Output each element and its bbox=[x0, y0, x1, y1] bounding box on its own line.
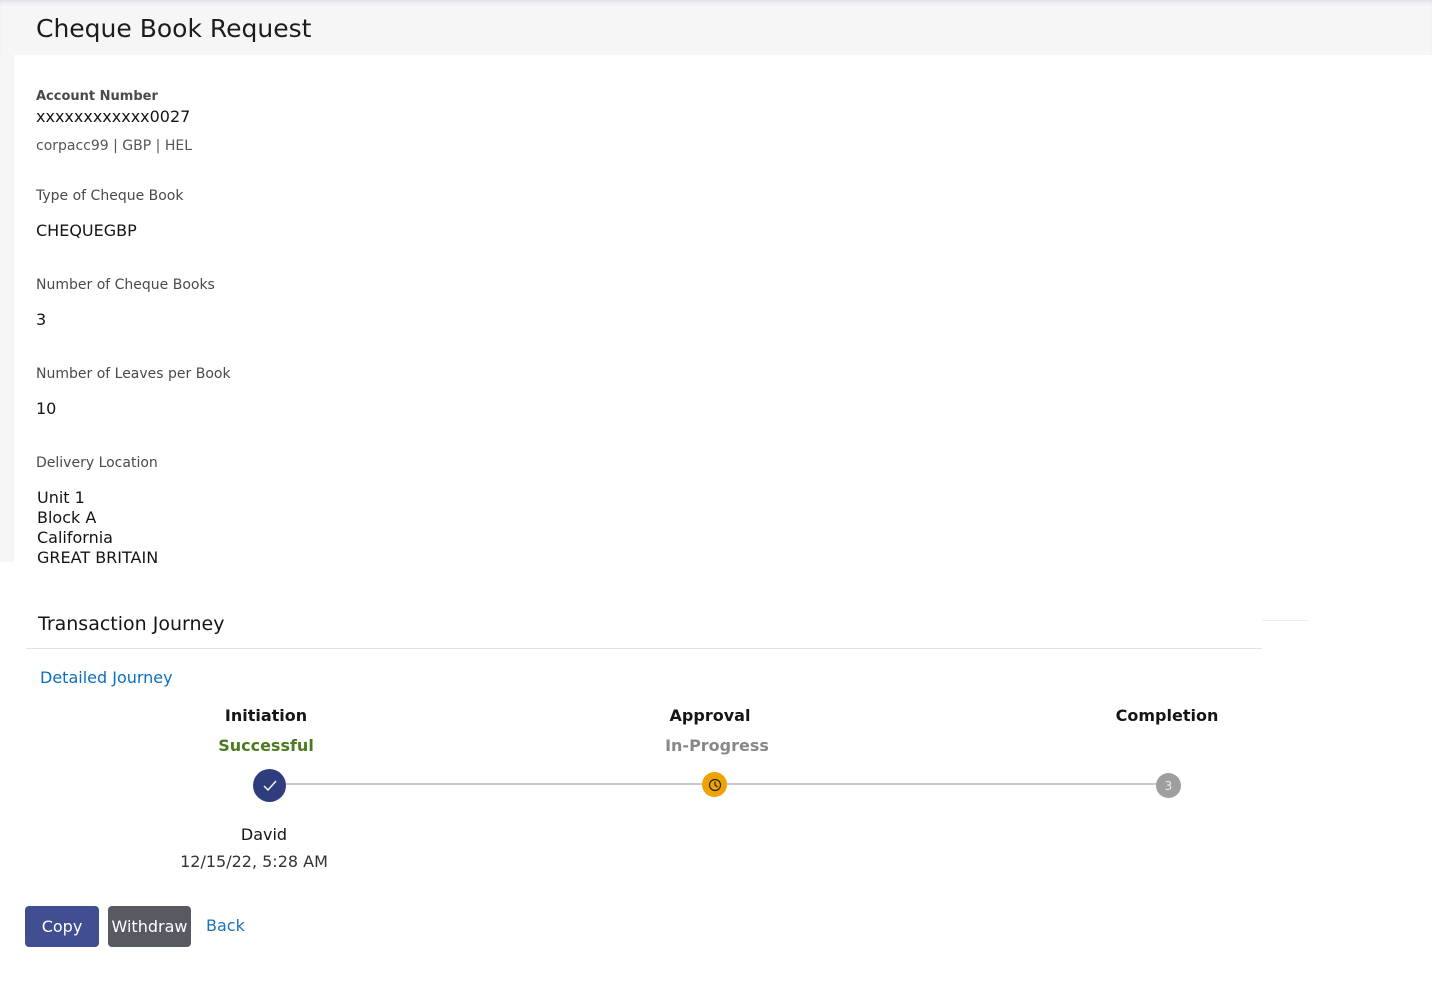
copy-button[interactable]: Copy bbox=[25, 906, 99, 947]
divider bbox=[1262, 620, 1308, 621]
stage-completion: Completion bbox=[1067, 706, 1267, 725]
initiation-time: 12/15/22, 5:28 AM bbox=[154, 852, 354, 871]
initiator-name: David bbox=[164, 825, 364, 844]
delivery-address: Unit 1 Block A California GREAT BRITAIN bbox=[37, 488, 158, 568]
leaves-label: Number of Leaves per Book bbox=[36, 366, 231, 382]
background bbox=[0, 55, 14, 562]
stage-approval: Approval bbox=[610, 706, 810, 725]
check-icon bbox=[253, 769, 286, 802]
account-sub-info: corpacc99 | GBP | HEL bbox=[36, 138, 192, 154]
books-label: Number of Cheque Books bbox=[36, 277, 215, 293]
page-title: Cheque Book Request bbox=[36, 14, 311, 43]
address-line: Unit 1 bbox=[37, 488, 158, 508]
details-panel bbox=[14, 55, 1430, 562]
withdraw-button[interactable]: Withdraw bbox=[108, 906, 191, 947]
step-3-indicator: 3 bbox=[1156, 773, 1181, 798]
journey-title: Transaction Journey bbox=[38, 613, 224, 635]
address-line: California bbox=[37, 528, 158, 548]
address-line: Block A bbox=[37, 508, 158, 528]
clock-icon bbox=[702, 772, 727, 797]
stage-initiation: Initiation bbox=[166, 706, 366, 725]
account-number-label: Account Number bbox=[36, 89, 158, 104]
type-value: CHEQUEGBP bbox=[36, 221, 137, 240]
address-line: GREAT BRITAIN bbox=[37, 548, 158, 568]
leaves-value: 10 bbox=[36, 399, 56, 418]
stage-status-in-progress: In-Progress bbox=[617, 736, 817, 755]
divider bbox=[26, 648, 1262, 649]
account-number-value: xxxxxxxxxxxx0027 bbox=[36, 107, 190, 126]
books-value: 3 bbox=[36, 310, 46, 329]
delivery-label: Delivery Location bbox=[36, 455, 158, 471]
type-label: Type of Cheque Book bbox=[36, 188, 183, 204]
detailed-journey-link[interactable]: Detailed Journey bbox=[40, 668, 173, 687]
back-link[interactable]: Back bbox=[206, 916, 245, 935]
stage-status-successful: Successful bbox=[166, 736, 366, 755]
